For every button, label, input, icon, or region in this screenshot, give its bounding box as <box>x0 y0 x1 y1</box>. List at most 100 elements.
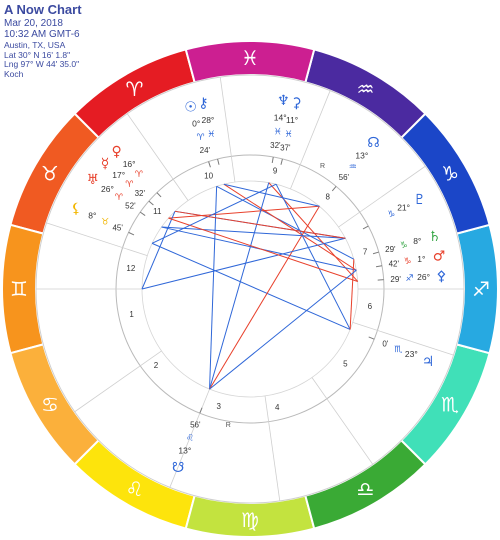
chart-house-system: Koch <box>4 69 24 80</box>
venus-degree: 16° <box>123 159 136 169</box>
house-cusp-line <box>169 388 210 488</box>
mercury-icon[interactable]: ☿ <box>101 156 110 172</box>
venus-sign-icon: ♈ <box>135 170 144 180</box>
uranus-icon[interactable]: ♅ <box>86 172 99 188</box>
house-number-10: 10 <box>204 171 213 180</box>
planet-tick <box>368 336 375 340</box>
jupiter-icon[interactable]: ♃ <box>422 354 435 370</box>
house-number-9: 9 <box>273 167 278 176</box>
house-number-7: 7 <box>363 248 368 257</box>
ceres-minutes: 37' <box>280 143 291 152</box>
planet-tick <box>217 158 220 165</box>
jupiter-sign-icon: ♏ <box>394 345 402 355</box>
scorpio-sign-icon: ♏ <box>441 393 459 417</box>
house-cusp-line <box>338 165 426 228</box>
cancer-sign-icon: ♋ <box>41 393 59 417</box>
aspect-line <box>216 185 355 260</box>
mercury-degree: 17° <box>112 170 125 180</box>
south-node-retrograde-marker: R <box>226 422 231 429</box>
south-node-icon[interactable]: ☋ <box>172 460 184 476</box>
chart-date: Mar 20, 2018 <box>4 17 63 29</box>
pallas-degree: 26° <box>417 272 430 282</box>
taurus-sign-icon: ♉ <box>41 162 59 186</box>
aspect-line <box>174 210 346 239</box>
north-node-minutes: 56' <box>339 173 350 182</box>
saturn-minutes: 29' <box>385 245 396 254</box>
venus-icon[interactable]: ♀ <box>111 144 121 160</box>
house-number-1: 1 <box>129 310 134 319</box>
mercury-sign-icon: ♈ <box>125 180 134 190</box>
mars-degree: 1° <box>417 254 425 264</box>
pluto-sign-icon: ♑ <box>387 210 395 220</box>
south-node-minutes: 56' <box>190 420 201 429</box>
south-node-degree: 13° <box>178 445 191 455</box>
aries-sign-icon: ♈ <box>126 77 144 101</box>
house-cusp-line <box>126 113 189 201</box>
house-number-5: 5 <box>343 359 348 368</box>
neptune-icon[interactable]: ♆ <box>277 93 290 109</box>
aspect-line <box>141 237 346 290</box>
house-cusp-line <box>219 77 236 183</box>
uranus-minutes: 52' <box>125 201 136 210</box>
ceres-degree: 11° <box>286 115 298 125</box>
house-number-3: 3 <box>216 402 221 411</box>
planet-tick <box>208 161 211 168</box>
planet-tick <box>372 251 379 255</box>
pluto-icon[interactable]: ♇ <box>413 192 426 208</box>
aspect-line <box>161 226 346 239</box>
north-node-retrograde-marker: R <box>320 163 325 170</box>
uranus-sign-icon: ♈ <box>115 193 124 203</box>
pallas-icon[interactable]: ⚴ <box>436 269 446 285</box>
chiron-degree: 28° <box>201 115 214 125</box>
sun-icon[interactable]: ☉ <box>184 99 197 115</box>
jupiter-minutes: 0' <box>382 340 388 349</box>
planet-tick <box>280 158 283 165</box>
north-node-sign-icon: ♒ <box>349 162 357 172</box>
chart-time: 10:32 AM GMT-6 <box>4 29 80 41</box>
planet-tick <box>148 200 154 206</box>
sagittarius-sign-icon: ♐ <box>472 277 490 301</box>
chart-title: A Now Chart <box>4 2 82 17</box>
leo-sign-icon: ♌ <box>126 477 144 501</box>
lilith-icon[interactable]: ⚸ <box>71 201 81 217</box>
north-node-icon[interactable]: ☊ <box>367 135 379 151</box>
gemini-sign-icon: ♊ <box>10 277 28 301</box>
south-node-sign-icon: ♌ <box>186 433 194 443</box>
capricorn-sign-icon: ♑ <box>441 162 459 186</box>
neptune-minutes: 32' <box>270 141 281 150</box>
ceres-icon[interactable]: ⚳ <box>291 96 301 112</box>
chart-latitude: Lat 30° N 16' 1.8" <box>4 49 71 60</box>
aspect-line <box>223 183 320 207</box>
ceres-sign-icon: ♓ <box>285 130 293 140</box>
saturn-icon[interactable]: ♄ <box>428 229 441 245</box>
libra-sign-icon: ♎ <box>357 477 375 501</box>
aspect-line <box>209 186 218 390</box>
chart-header: A Now Chart Mar 20, 2018 10:32 AM GMT-6 … <box>4 2 82 80</box>
neptune-sign-icon: ♓ <box>274 127 282 137</box>
aspect-line <box>209 182 270 390</box>
house-cusp-line <box>290 90 331 190</box>
jupiter-degree: 23° <box>405 349 418 359</box>
saturn-degree: 8° <box>413 236 421 246</box>
house-number-8: 8 <box>326 192 331 201</box>
planet-tick <box>271 156 274 164</box>
mars-icon[interactable]: ♂ <box>433 249 446 265</box>
aspect-line <box>168 205 320 219</box>
chart-longitude: Lng 97° W 44' 35.0" <box>4 59 80 70</box>
planet-tick <box>139 211 146 216</box>
planet-tick <box>199 407 203 414</box>
chiron-icon[interactable]: ⚷ <box>198 96 208 112</box>
mars-minutes: 42' <box>389 260 400 269</box>
mars-sign-icon: ♑ <box>404 257 412 267</box>
house-cusp-line <box>264 395 281 501</box>
pisces-sign-icon: ♓ <box>241 46 259 70</box>
chiron-sign-icon: ♓ <box>207 130 215 140</box>
north-node-degree: 13° <box>355 151 368 161</box>
house-number-11: 11 <box>153 207 162 216</box>
aspect-line <box>151 242 351 330</box>
aspect-line <box>168 217 358 282</box>
house-number-12: 12 <box>126 264 135 273</box>
sun-degree: 0° <box>192 119 200 129</box>
lilith-minutes: 45' <box>112 223 123 232</box>
